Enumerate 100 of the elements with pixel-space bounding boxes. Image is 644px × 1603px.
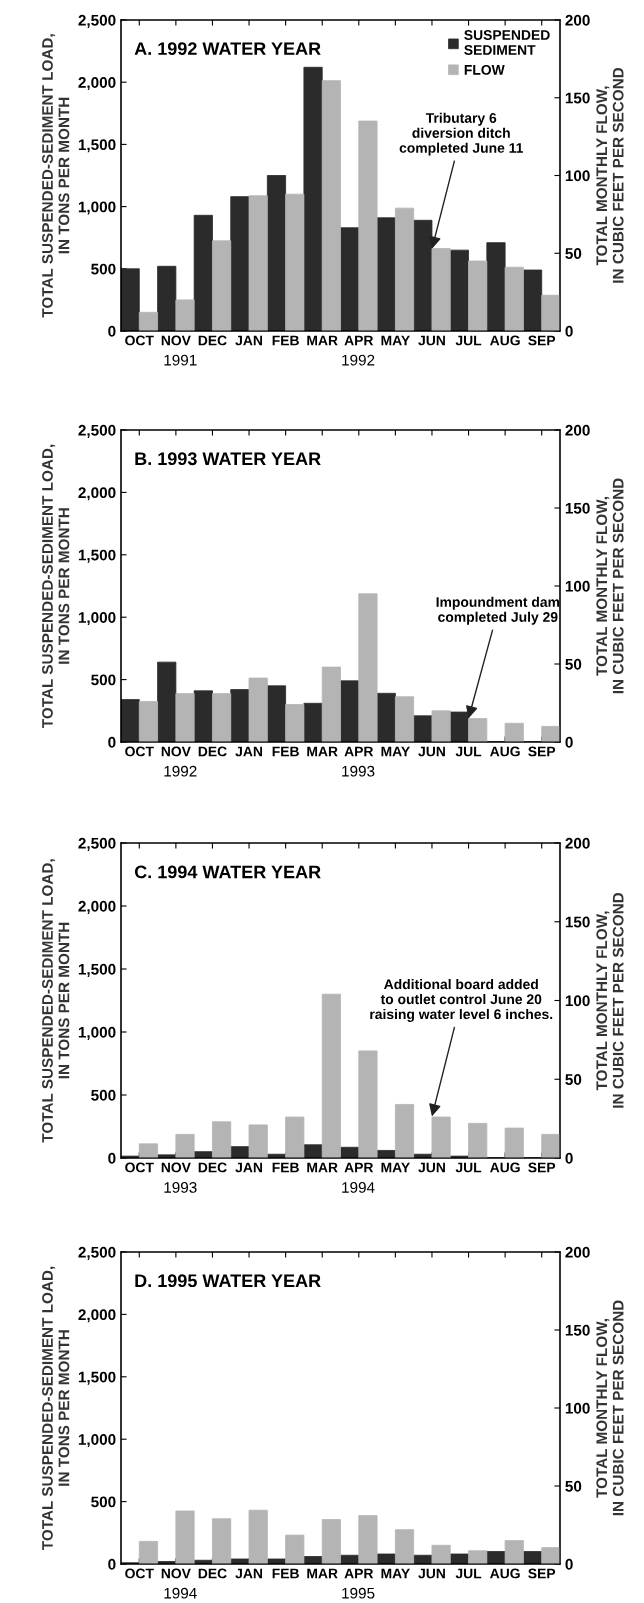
x-tick-label: MAY	[381, 746, 410, 757]
x-tick-label: DEC	[198, 335, 227, 346]
legend-label: SUSPENDED SEDIMENT	[464, 30, 550, 55]
y2-tick-label: 50	[565, 1074, 582, 1085]
y-axis-title: TOTAL SUSPENDED-SEDIMENT LOAD, IN TONS PER MONTH	[42, 34, 70, 318]
y2-tick-label: 100	[565, 580, 590, 592]
y-tick-label: 2,000	[78, 900, 116, 914]
x-tick-label: MAR	[307, 335, 338, 346]
y2-axis-title: TOTAL MONTHLY FLOW, IN CUBIC FEET PER SECOND	[596, 892, 624, 1108]
x-tick-label: JUL	[455, 335, 482, 346]
y-tick-label: 500	[91, 674, 116, 686]
y2-tick-label: 50	[565, 248, 582, 259]
y2-tick-label: 150	[565, 502, 590, 514]
x-tick-label: JUL	[455, 1162, 482, 1173]
x-tick-label: DEC	[198, 746, 227, 757]
annotation: Impoundment dam completed July 29	[436, 596, 560, 625]
text: 1992	[164, 765, 197, 777]
x-tick-label: FEB	[272, 746, 299, 757]
text: 1993	[164, 1182, 197, 1193]
text: A. 1992 WATER YEAR	[134, 42, 321, 56]
y-tick-label: 2,000	[78, 77, 116, 91]
x-tick-label: APR	[344, 746, 374, 757]
x-tick-label: AUG	[490, 1568, 520, 1579]
x-tick-label: SEP	[528, 335, 556, 346]
x-tick-label: NOV	[161, 1568, 191, 1579]
text: 1995	[342, 1587, 375, 1599]
y-tick-label: 1,500	[78, 963, 116, 977]
x-tick-label: SEP	[528, 1568, 556, 1579]
y2-tick-label: 150	[565, 916, 590, 928]
y-tick-label: 0	[108, 736, 116, 748]
y-tick-label: 500	[91, 1496, 116, 1508]
x-tick-label: MAR	[307, 1162, 338, 1173]
y-tick-label: 1,500	[78, 1371, 116, 1385]
y-tick-label: 1,000	[78, 1434, 116, 1448]
x-tick-label: OCT	[125, 746, 154, 757]
y2-tick-label: 0	[565, 1558, 573, 1570]
y-tick-label: 2,500	[78, 837, 116, 851]
x-tick-label: DEC	[198, 1568, 227, 1579]
x-tick-label: SEP	[528, 1162, 556, 1173]
text: 1994	[342, 1182, 375, 1193]
x-tick-label: APR	[344, 1568, 374, 1579]
y2-tick-label: 200	[565, 1246, 590, 1258]
y2-axis-title: TOTAL MONTHLY FLOW, IN CUBIC FEET PER SECOND	[596, 1300, 624, 1516]
y2-tick-label: 100	[565, 1402, 590, 1414]
y2-tick-label: 100	[565, 170, 590, 182]
y-tick-label: 1,000	[78, 1026, 116, 1040]
y-tick-label: 0	[108, 1152, 116, 1164]
y-axis-title: TOTAL SUSPENDED-SEDIMENT LOAD, IN TONS PER MONTH	[42, 1266, 70, 1551]
x-tick-label: NOV	[161, 746, 191, 757]
y2-axis-title: TOTAL MONTHLY FLOW, IN CUBIC FEET PER SECOND	[596, 478, 624, 694]
text: C. 1994 WATER YEAR	[134, 865, 321, 879]
x-tick-label: OCT	[125, 1568, 154, 1579]
y-tick-label: 1,000	[78, 612, 116, 626]
y2-tick-label: 100	[565, 995, 590, 1007]
y2-tick-label: 200	[565, 837, 590, 849]
y-tick-label: 2,500	[78, 14, 116, 28]
y-tick-label: 1,500	[78, 549, 116, 563]
y2-tick-label: 150	[565, 1324, 590, 1336]
annotation: Additional board added to outlet control June 20 raising water level 6 inches.	[370, 978, 553, 1022]
y-tick-label: 500	[91, 263, 116, 275]
x-tick-label: SEP	[528, 746, 556, 757]
x-tick-label: OCT	[125, 335, 154, 346]
y2-tick-label: 200	[565, 424, 590, 436]
y2-tick-label: 0	[565, 1152, 573, 1164]
y-tick-label: 1,500	[78, 139, 116, 153]
y2-tick-label: 0	[565, 325, 573, 337]
y-tick-label: 0	[108, 1558, 116, 1570]
x-tick-label: JAN	[235, 1568, 262, 1579]
x-tick-label: AUG	[490, 746, 520, 757]
y-tick-label: 0	[108, 325, 116, 337]
y2-tick-label: 50	[565, 658, 582, 670]
x-tick-label: JAN	[235, 746, 262, 757]
text: B. 1993 WATER YEAR	[135, 452, 321, 466]
text: 1993	[342, 765, 375, 777]
text: D. 1995 WATER YEAR	[135, 1274, 321, 1288]
y-tick-label: 500	[91, 1089, 116, 1101]
x-tick-label: APR	[344, 1162, 374, 1173]
x-tick-label: NOV	[161, 1162, 191, 1173]
y-tick-label: 2,000	[78, 487, 116, 501]
x-tick-label: DEC	[198, 1162, 227, 1173]
y-axis-title: TOTAL SUSPENDED-SEDIMENT LOAD, IN TONS PER MONTH	[42, 444, 70, 729]
text: 1992	[342, 354, 375, 366]
x-tick-label: JUN	[418, 746, 445, 757]
y-tick-label: 2,500	[78, 424, 116, 438]
x-tick-label: AUG	[490, 1162, 520, 1173]
y2-tick-label: 0	[565, 736, 573, 748]
annotation: Tributary 6 diversion ditch completed June 11	[399, 112, 523, 156]
x-tick-label: MAY	[381, 1162, 410, 1173]
x-tick-label: FEB	[272, 1162, 299, 1173]
text: 1991	[164, 354, 197, 366]
y2-tick-label: 50	[565, 1480, 582, 1492]
x-tick-label: AUG	[490, 335, 520, 346]
x-tick-label: JAN	[235, 335, 262, 346]
x-tick-label: JUN	[418, 1162, 445, 1173]
x-tick-label: FEB	[272, 335, 299, 346]
y2-tick-label: 200	[565, 14, 590, 26]
x-tick-label: MAY	[381, 1568, 410, 1579]
x-tick-label: APR	[344, 335, 374, 346]
x-tick-label: MAR	[307, 746, 338, 757]
x-tick-label: MAY	[381, 335, 410, 346]
